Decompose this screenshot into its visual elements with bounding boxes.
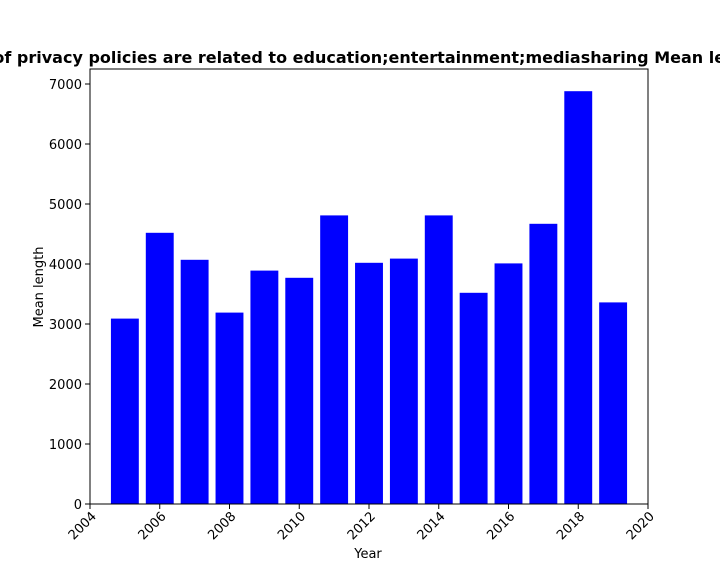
x-tick-label: 2010 — [275, 509, 309, 543]
x-tick-label: 2004 — [66, 509, 100, 543]
bar-2011 — [320, 215, 349, 504]
y-axis-ticks: 0 1000 2000 3000 4000 5000 6000 7000 — [49, 78, 90, 513]
y-tick-label: 4000 — [49, 258, 82, 273]
y-tick-label: 2000 — [49, 378, 82, 393]
y-tick-label: 1000 — [49, 438, 82, 453]
bar-2015 — [459, 292, 488, 504]
bar-2018 — [564, 91, 593, 504]
bar-2016 — [494, 263, 523, 504]
bar-2006 — [145, 232, 174, 505]
y-axis-label: Mean length — [32, 247, 47, 328]
y-tick-label: 7000 — [49, 78, 82, 93]
x-tick-label: 2012 — [345, 509, 379, 543]
bar-2014 — [424, 215, 453, 504]
bar-2012 — [355, 262, 383, 504]
y-tick-label: 0 — [74, 498, 82, 513]
x-tick-label: 2020 — [624, 509, 658, 543]
bar-2013 — [389, 258, 418, 504]
x-tick-label: 2014 — [415, 509, 449, 543]
bars-group — [110, 91, 628, 505]
bar-2010 — [285, 277, 314, 504]
x-axis-label: Year — [353, 547, 382, 562]
y-tick-label: 5000 — [49, 198, 82, 213]
x-tick-label: 2008 — [205, 509, 239, 543]
bar-2009 — [250, 270, 279, 504]
x-tick-label: 2006 — [136, 509, 170, 543]
bar-2007 — [180, 259, 209, 504]
x-axis-ticks: 2004 2006 2008 2010 2012 2014 2016 2018 2020 — [66, 504, 658, 543]
bar-2017 — [529, 223, 558, 505]
x-tick-label: 2016 — [484, 509, 518, 543]
y-tick-label: 3000 — [49, 318, 82, 333]
chart-title: Mean length of privacy policies are rela… — [0, 48, 720, 67]
y-tick-label: 6000 — [49, 138, 82, 153]
x-tick-label: 2018 — [554, 509, 588, 543]
bar-2019 — [599, 302, 628, 504]
bar-2005 — [110, 318, 139, 504]
bar-2008 — [215, 312, 244, 504]
